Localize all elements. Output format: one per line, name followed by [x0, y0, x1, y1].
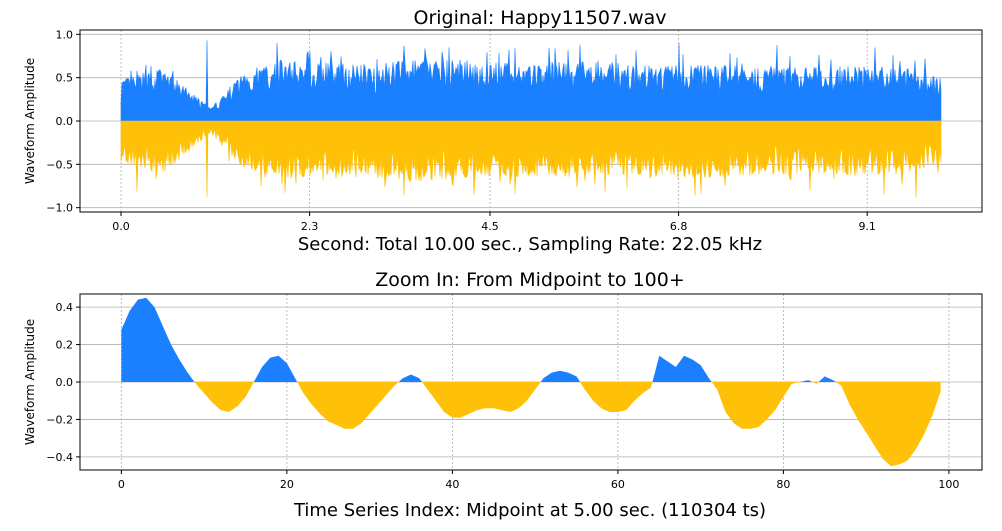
bottom-chart-xlabel: Time Series Index: Midpoint at 5.00 sec.…	[293, 500, 766, 521]
y-tick-label: −0.5	[46, 158, 73, 171]
top-chart-xlabel: Second: Total 10.00 sec., Sampling Rate:…	[298, 234, 762, 255]
x-tick-label: 20	[280, 478, 294, 491]
y-tick-label: 0.4	[56, 301, 74, 314]
y-tick-label: 1.0	[56, 28, 74, 41]
bottom-chart-title: Zoom In: From Midpoint to 100+	[375, 269, 685, 291]
y-tick-label: −0.2	[46, 413, 73, 426]
negative-zoom-area	[121, 382, 941, 467]
bottom-chart-ylabel: Waveform Amplitude	[23, 319, 37, 445]
x-tick-label: 100	[938, 478, 959, 491]
x-tick-label: 0	[118, 478, 125, 491]
positive-zoom-area	[121, 297, 941, 382]
top-chart-title: Original: Happy11507.wav	[414, 7, 667, 29]
x-tick-label: 80	[776, 478, 790, 491]
bottom-chart-waveform	[121, 297, 941, 467]
y-tick-label: −1.0	[46, 202, 73, 215]
x-tick-label: 40	[445, 478, 459, 491]
positive-waveform-area	[120, 40, 942, 122]
top-chart-ylabel: Waveform Amplitude	[23, 58, 37, 184]
original-waveform-chart: Original: Happy11507.wav 0.0 2.3 4.5 6.8 9.1…	[23, 7, 983, 255]
y-tick-label: −0.4	[46, 451, 73, 464]
y-tick-label: 0.2	[56, 339, 74, 352]
x-tick-label: 4.5	[481, 220, 499, 233]
x-tick-label: 9.1	[858, 220, 876, 233]
top-chart-ticks: 0.0 2.3 4.5 6.8 9.1 −1.0 −0.5 0.0 0.5 1.0	[46, 28, 876, 233]
zoom-waveform-chart: Zoom In: From Midpoint to 100+ 0 20 40 60 80…	[23, 269, 983, 521]
x-tick-label: 0.0	[112, 220, 130, 233]
x-tick-label: 2.3	[301, 220, 319, 233]
y-tick-label: 0.5	[56, 72, 74, 85]
negative-waveform-area	[120, 120, 942, 198]
top-chart-waveform	[120, 40, 942, 198]
x-tick-label: 6.8	[670, 220, 688, 233]
y-tick-label: 0.0	[56, 115, 74, 128]
bottom-chart-ticks: 0 20 40 60 80 100 −0.4 −0.2 0.0 0.2 0.4	[46, 301, 959, 491]
x-tick-label: 60	[611, 478, 625, 491]
y-tick-label: 0.0	[56, 376, 74, 389]
